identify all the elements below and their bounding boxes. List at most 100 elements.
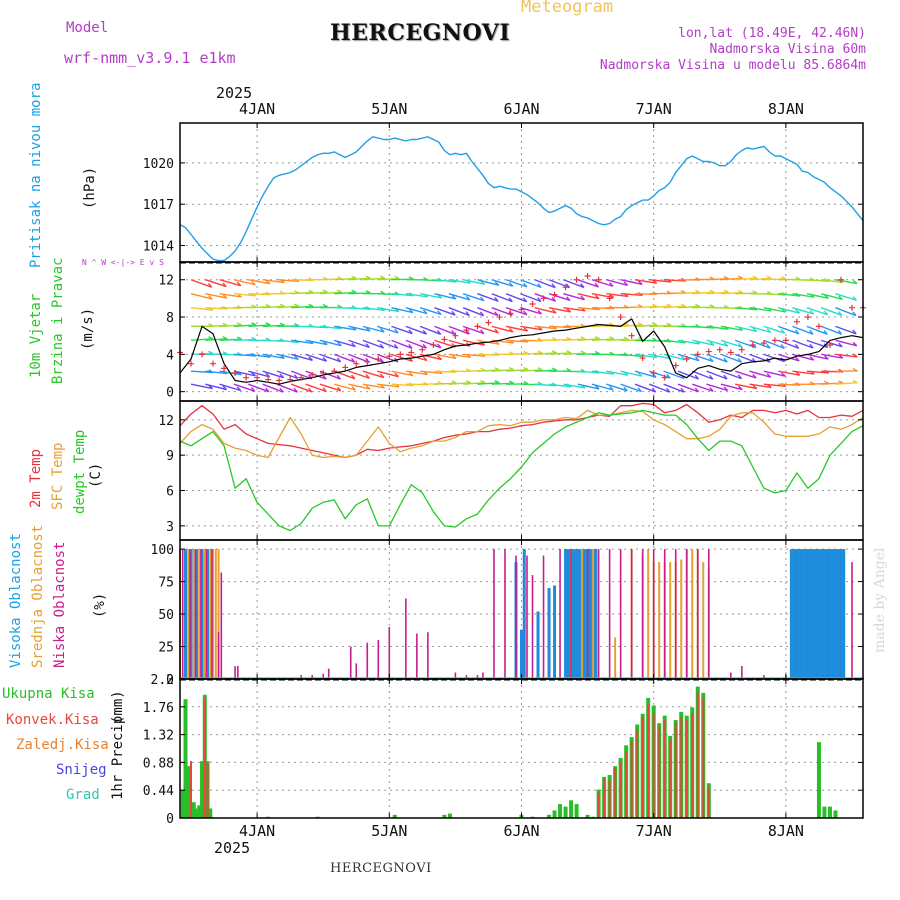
wind-arrow [248, 383, 270, 393]
high-cloud-bar [594, 549, 598, 679]
wind-arrow-head [436, 330, 442, 335]
wind-arrow [434, 293, 457, 300]
wind-arrow [291, 339, 314, 345]
total-precip-bar [569, 800, 574, 818]
low-cloud-bar [851, 562, 853, 679]
wind-arrow-head [522, 282, 528, 288]
gust-marker [441, 336, 448, 343]
wind-arrow [219, 324, 242, 328]
gust-marker [342, 364, 349, 371]
wind-arrow-head [365, 275, 371, 279]
wind-arrow [634, 370, 657, 378]
wind-arrow [792, 353, 814, 361]
wind-arrow [190, 338, 214, 342]
wind-arrow-head [594, 294, 600, 300]
wind-arrow-head [236, 386, 242, 392]
total-precip-bar [442, 814, 447, 818]
wind-arrow-head [637, 304, 643, 308]
bottom-year-label: 2025 [214, 839, 251, 857]
wind-arrow-head [666, 373, 671, 379]
gust-marker [309, 371, 316, 378]
high-cloud-bar [572, 549, 576, 679]
convective-precip-bar [702, 697, 705, 818]
wind-arrow-head [251, 280, 256, 286]
wind-arrow-head [494, 367, 500, 371]
wind-arrow-head [379, 343, 385, 349]
gust-marker [573, 276, 580, 283]
low-cloud-bar [586, 549, 589, 679]
gust-marker [298, 374, 305, 381]
wind-arrow-head [737, 374, 743, 380]
high-cloud-bar [566, 549, 570, 679]
wind-arrow [319, 383, 342, 392]
mid-cloud-bar [702, 562, 705, 679]
wind-arrow [190, 383, 213, 390]
wind-arrow-head [666, 387, 671, 393]
wind-arrow [649, 383, 671, 393]
wind-arrow [477, 382, 500, 385]
wind-arrow [548, 307, 571, 313]
mid-cloud-bar [614, 637, 617, 679]
low-cloud-bar [388, 627, 391, 679]
wind-arrow [777, 325, 800, 335]
wind-arrow [692, 353, 714, 363]
wind-arrow [319, 353, 341, 363]
wind-arrow-head [794, 344, 800, 349]
x-date-label-top: 5JAN [371, 100, 407, 118]
wind-arrow-head [437, 343, 442, 349]
high-cloud-bar [575, 549, 579, 679]
low-cloud-bar [300, 675, 302, 679]
wind-arrow [262, 370, 284, 379]
wind-arrow [319, 291, 342, 295]
gust-marker [188, 360, 195, 367]
gust-marker [705, 348, 712, 355]
wind-arrow-head [251, 336, 257, 341]
gust-marker [199, 351, 206, 358]
wind-arrow [706, 291, 729, 295]
high-cloud-bar [800, 549, 804, 679]
wind-arrow-head [752, 290, 758, 294]
high-cloud-bar [184, 549, 188, 679]
wind-arrow-head [365, 343, 370, 348]
wind-arrow-head [322, 387, 327, 392]
high-cloud-bar [189, 549, 193, 679]
wind-arrow [792, 325, 814, 335]
high-cloud-bar [792, 549, 796, 679]
wind-arrow-head [379, 373, 385, 379]
low-cloud-bar [377, 640, 380, 679]
wind-arrow-head [294, 303, 300, 307]
wind-arrow [233, 383, 256, 392]
low-cloud-bar [234, 666, 236, 679]
wind-arrow-head [565, 283, 571, 289]
x-date-label-top: 7JAN [636, 100, 672, 118]
wind-arrow [219, 293, 242, 298]
wind-arrow [677, 305, 700, 309]
convective-precip-bar [663, 720, 666, 818]
wind-arrow-head [738, 289, 744, 294]
wind-arrow [820, 325, 842, 335]
wind-arrow-head [494, 311, 499, 317]
low-cloud-bar [741, 666, 743, 679]
wind-arrow-head [437, 310, 442, 315]
gust-marker [672, 362, 679, 369]
wind-arrow [205, 293, 228, 299]
wind-arrow [291, 291, 314, 295]
wind-arrow-head [236, 281, 242, 287]
high-cloud-bar [806, 549, 810, 679]
wind-arrow [391, 383, 414, 387]
wind-arrow-head [365, 374, 370, 379]
pressure-series-line [179, 136, 864, 262]
wind-arrow-head [566, 308, 572, 313]
wind-arrow [462, 279, 485, 285]
gust-marker [782, 337, 789, 344]
gust-marker [540, 295, 547, 302]
low-cloud-bar [531, 575, 534, 679]
convective-precip-bar [603, 778, 606, 818]
wind-arrow [477, 279, 499, 286]
wind-arrow-head [566, 368, 572, 372]
wind-arrow-head [795, 356, 800, 362]
wind-arrow [291, 353, 313, 362]
wind-arrow-head [780, 344, 785, 349]
wind-arrow [348, 339, 370, 349]
wind-arrow [448, 293, 471, 301]
